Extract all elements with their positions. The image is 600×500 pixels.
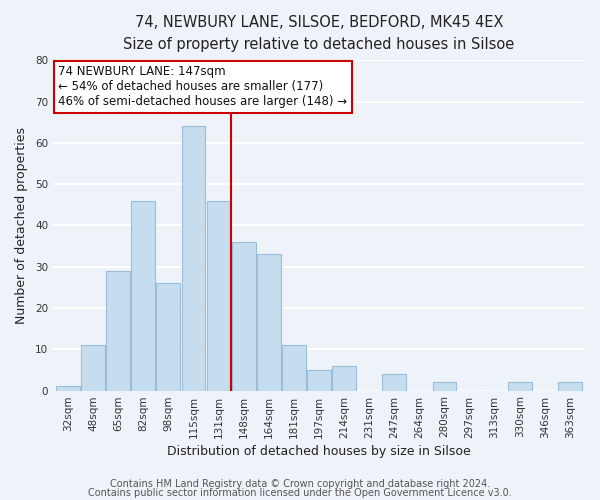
Text: Contains public sector information licensed under the Open Government Licence v3: Contains public sector information licen… <box>88 488 512 498</box>
Bar <box>56 386 80 390</box>
Bar <box>131 200 155 390</box>
Bar <box>307 370 331 390</box>
Bar <box>257 254 281 390</box>
Text: Contains HM Land Registry data © Crown copyright and database right 2024.: Contains HM Land Registry data © Crown c… <box>110 479 490 489</box>
Bar <box>508 382 532 390</box>
Title: 74, NEWBURY LANE, SILSOE, BEDFORD, MK45 4EX
Size of property relative to detache: 74, NEWBURY LANE, SILSOE, BEDFORD, MK45 … <box>124 15 515 52</box>
Bar <box>382 374 406 390</box>
Y-axis label: Number of detached properties: Number of detached properties <box>15 127 28 324</box>
Text: 74 NEWBURY LANE: 147sqm
← 54% of detached houses are smaller (177)
46% of semi-d: 74 NEWBURY LANE: 147sqm ← 54% of detache… <box>58 66 347 108</box>
Bar <box>106 271 130 390</box>
Bar <box>232 242 256 390</box>
Bar <box>433 382 457 390</box>
Bar <box>332 366 356 390</box>
Bar <box>157 283 181 391</box>
X-axis label: Distribution of detached houses by size in Silsoe: Distribution of detached houses by size … <box>167 444 471 458</box>
Bar <box>182 126 205 390</box>
Bar <box>81 345 105 391</box>
Bar <box>558 382 582 390</box>
Bar <box>206 200 230 390</box>
Bar <box>282 345 306 391</box>
